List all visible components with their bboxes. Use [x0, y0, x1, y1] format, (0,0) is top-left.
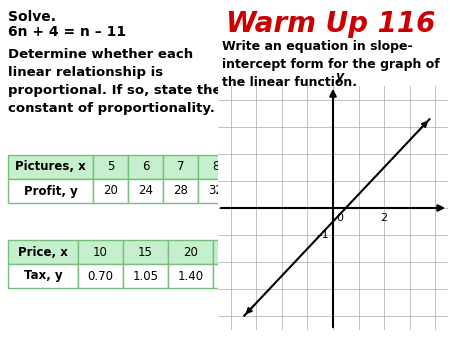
Text: Tax, y: Tax, y: [24, 269, 62, 283]
Text: 20: 20: [103, 185, 118, 197]
Text: 2: 2: [381, 213, 387, 223]
Text: Warm Up 116: Warm Up 116: [225, 10, 435, 38]
Bar: [213, 264, 258, 288]
Text: 20: 20: [183, 245, 198, 259]
Bar: [93, 155, 128, 179]
Text: Write an equation in slope-
intercept form for the graph of
the linear function.: Write an equation in slope- intercept fo…: [222, 40, 440, 89]
Bar: [163, 179, 198, 203]
Text: 1.40: 1.40: [177, 269, 203, 283]
Text: 10: 10: [93, 245, 108, 259]
Text: Pictures, x: Pictures, x: [15, 161, 86, 173]
Bar: [198, 155, 233, 179]
Bar: [123, 240, 168, 264]
Text: 0: 0: [336, 213, 343, 223]
Bar: [123, 264, 168, 288]
Bar: [8, 264, 78, 288]
Bar: [8, 179, 93, 203]
Text: 25: 25: [228, 245, 243, 259]
Bar: [8, 155, 93, 179]
Bar: [168, 240, 213, 264]
Text: 1.75: 1.75: [222, 269, 248, 283]
Bar: [8, 240, 78, 264]
Text: Price, x: Price, x: [18, 245, 68, 259]
Text: 6n + 4 = n – 11: 6n + 4 = n – 11: [8, 25, 126, 39]
Text: y: y: [336, 70, 344, 83]
Bar: [213, 240, 258, 264]
Text: 24: 24: [138, 185, 153, 197]
Text: 0.70: 0.70: [87, 269, 113, 283]
Bar: [168, 264, 213, 288]
Text: 6: 6: [142, 161, 149, 173]
Text: Solve.: Solve.: [8, 10, 56, 24]
Bar: [78, 240, 123, 264]
Text: Profit, y: Profit, y: [23, 185, 77, 197]
Text: 7: 7: [177, 161, 184, 173]
Bar: [128, 155, 163, 179]
Text: 1.05: 1.05: [132, 269, 158, 283]
Bar: [198, 179, 233, 203]
Bar: [93, 179, 128, 203]
Bar: [128, 179, 163, 203]
Text: 32: 32: [208, 185, 223, 197]
Text: 5: 5: [107, 161, 114, 173]
Bar: [78, 264, 123, 288]
Text: –1: –1: [316, 230, 329, 240]
Text: 8: 8: [212, 161, 219, 173]
Text: 28: 28: [173, 185, 188, 197]
Text: Determine whether each
linear relationship is
proportional. If so, state the
con: Determine whether each linear relationsh…: [8, 48, 221, 115]
Text: 15: 15: [138, 245, 153, 259]
Bar: [163, 155, 198, 179]
